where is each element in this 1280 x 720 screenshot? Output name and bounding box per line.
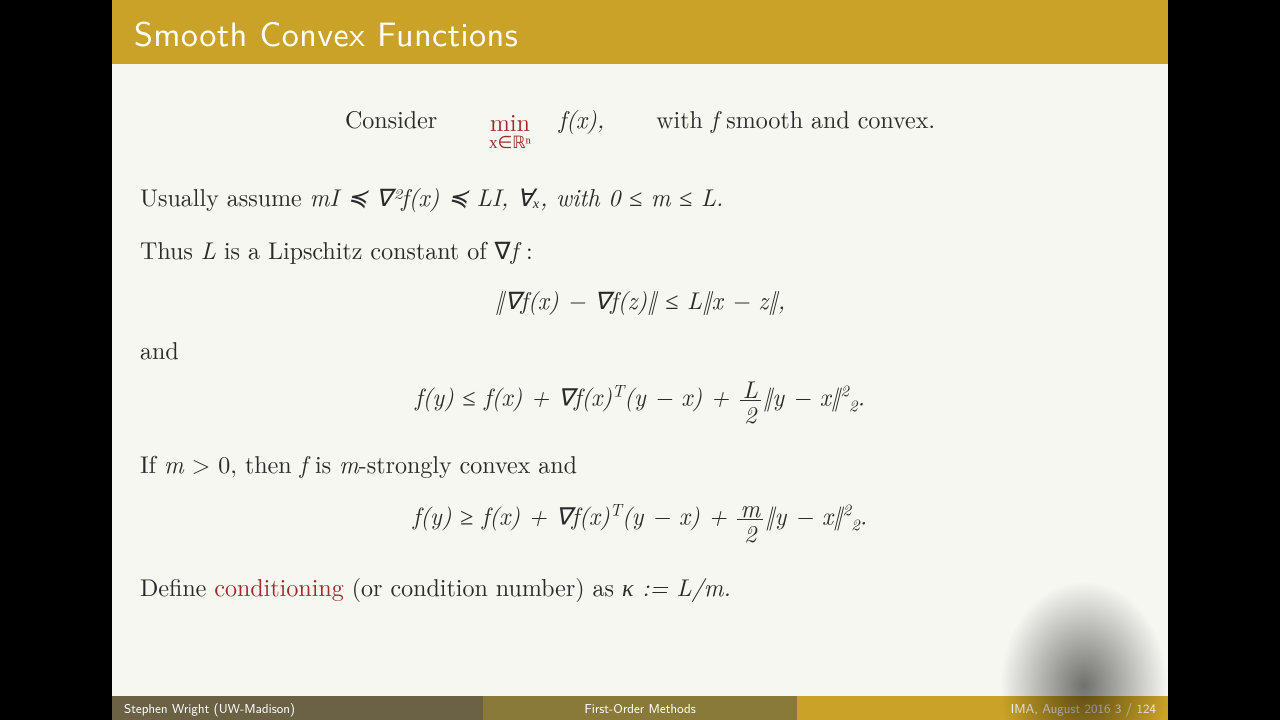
footer-venue: IMA, August 2016 3 / 124	[797, 696, 1168, 720]
eq-upper-frac: L2	[740, 376, 761, 425]
consider-lead: Consider	[345, 101, 437, 135]
line-strongly-convex: If m > 0, then f is m-strongly convex an…	[140, 447, 1140, 481]
line-lip-intro: Thus L is a Lipschitz constant of ∇f : T…	[140, 233, 1140, 267]
eq-lower-bound: f(y) ≥ f(x) + ∇f(x)T(y − x) + m2‖y − x‖2…	[140, 495, 1140, 544]
assume-expr: mI ≼ ∇²f(x) ≼ LI, ∀ₓ, with 0 ≤ m ≤ L.	[310, 179, 724, 213]
eq-lower-mid: (y − x) +	[622, 497, 736, 531]
min-operator: min x∈ℝⁿ	[489, 109, 531, 152]
slide-title-bar: Smooth Convex Functions	[112, 0, 1168, 64]
eq-upper-right: ‖y − x‖	[763, 379, 841, 413]
slide-footer: Stephen Wright (UW-Madison) First-Order …	[112, 696, 1168, 720]
slide-content: Consider min x∈ℝⁿ f(x), with f smooth an…	[140, 80, 1140, 690]
eq-lower-right: ‖y − x‖	[765, 497, 843, 531]
video-frame: Smooth Convex Functions Consider min x∈ℝ…	[112, 0, 1168, 720]
footer-title: First-Order Methods	[483, 696, 796, 720]
line-assume: Usually assume mI ≼ ∇²f(x) ≼ LI, ∀ₓ, wit…	[140, 180, 1140, 214]
consider-tail: with f smooth and convex.	[656, 101, 935, 135]
cond-pre: Define	[140, 569, 214, 603]
slide: Smooth Convex Functions Consider min x∈ℝ…	[112, 0, 1168, 720]
line-conditioning: Define conditioning (or condition number…	[140, 570, 1140, 604]
eq-upper-T: T	[612, 378, 624, 402]
footer-author: Stephen Wright (UW-Madison)	[112, 696, 483, 720]
word-and: and	[140, 333, 1140, 367]
eq-lower-T: T	[610, 496, 622, 520]
min-domain: x∈ℝⁿ	[489, 135, 531, 152]
cond-red: conditioning	[214, 569, 343, 603]
assume-lead: Usually assume	[140, 179, 310, 213]
slide-title: Smooth Convex Functions	[134, 7, 518, 57]
eq-lower-left: f(y) ≥ f(x) + ∇f(x)	[413, 497, 610, 531]
line-consider: Consider min x∈ℝⁿ f(x), with f smooth an…	[140, 102, 1140, 152]
eq-lipschitz: ‖∇f(x) − ∇f(z)‖ ≤ L‖x − z‖,	[140, 283, 1140, 317]
min-fx: f(x),	[559, 101, 605, 135]
cond-mid: (or condition number) as	[344, 569, 622, 603]
min-top: min	[489, 109, 531, 133]
eq-lower-frac: m2	[737, 495, 763, 544]
cond-expr: κ := L/m.	[622, 569, 731, 603]
eq-upper-mid: (y − x) +	[624, 379, 738, 413]
eq-upper-bound: f(y) ≤ f(x) + ∇f(x)T(y − x) + L2‖y − x‖2…	[140, 376, 1140, 425]
eq-upper-left: f(y) ≤ f(x) + ∇f(x)	[415, 379, 612, 413]
